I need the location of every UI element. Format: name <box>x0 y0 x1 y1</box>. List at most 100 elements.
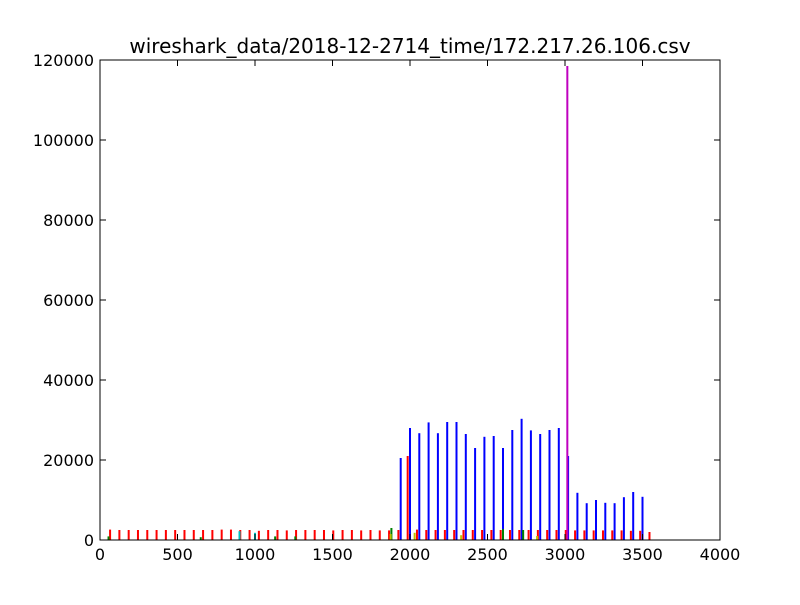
bar-s0-7 <box>174 530 177 540</box>
bar-s0-26 <box>350 530 353 540</box>
bar-s1-25 <box>632 492 635 540</box>
bar-s5-2 <box>460 535 463 540</box>
bar-s3-0 <box>238 531 241 540</box>
bar-s0-49 <box>564 530 567 540</box>
bar-s0-58 <box>648 532 651 540</box>
y-tick-label-2: 40000 <box>43 371 94 390</box>
bar-s1-22 <box>604 502 607 540</box>
bar-s0-9 <box>192 530 195 540</box>
x-tick-label-0: 0 <box>95 545 105 564</box>
bar-s1-19 <box>576 492 579 540</box>
x-tick-label-2: 1000 <box>235 545 276 564</box>
bar-s0-16 <box>257 530 260 540</box>
bar-s0-8 <box>183 530 186 540</box>
x-tick-label-5: 2500 <box>467 545 508 564</box>
bar-s5-3 <box>536 536 539 540</box>
bar-s0-22 <box>313 530 316 540</box>
bar-s0-36 <box>443 530 446 540</box>
bar-s0-3 <box>136 530 139 540</box>
bar-s5-1 <box>413 532 416 540</box>
bar-s1-16 <box>548 430 551 540</box>
bar-s0-18 <box>276 530 279 540</box>
bar-s0-41 <box>490 530 493 540</box>
bar-s0-52 <box>592 530 595 540</box>
bar-s0-54 <box>611 530 614 540</box>
bar-s0-12 <box>220 529 223 540</box>
bar-s1-11 <box>502 448 504 540</box>
bar-s0-28 <box>369 530 372 540</box>
bar-s1-12 <box>511 430 514 540</box>
bar-s0-47 <box>546 530 549 540</box>
bar-s0-31 <box>397 530 400 540</box>
bar-s0-0 <box>109 529 112 540</box>
bars-layer <box>107 66 651 540</box>
bar-s0-55 <box>620 530 623 540</box>
x-tick-label-1: 500 <box>162 545 193 564</box>
y-tick-label-5: 100000 <box>33 131 94 150</box>
bar-s2-0 <box>566 66 569 540</box>
x-tick-label-8: 4000 <box>700 545 741 564</box>
y-tick-label-4: 80000 <box>43 211 94 230</box>
bar-s0-24 <box>332 530 335 540</box>
bar-s0-27 <box>360 530 363 540</box>
bar-s1-13 <box>520 418 523 540</box>
bar-s0-43 <box>508 530 511 540</box>
bar-s0-48 <box>555 530 558 540</box>
bar-s0-44 <box>518 530 521 540</box>
bar-s1-7 <box>464 434 467 540</box>
bar-s0-37 <box>453 530 456 540</box>
bar-s1-10 <box>492 436 495 540</box>
bar-s0-39 <box>471 530 474 540</box>
bar-s0-11 <box>211 530 214 540</box>
bar-s0-35 <box>434 530 437 540</box>
bar-s0-42 <box>499 530 502 540</box>
bar-s1-15 <box>539 434 542 540</box>
x-tick-label-4: 2000 <box>390 545 431 564</box>
bar-s5-0 <box>389 534 392 540</box>
bar-s1-21 <box>595 500 597 540</box>
bar-s1-8 <box>474 448 477 540</box>
bar-s0-15 <box>248 530 251 540</box>
bar-s0-10 <box>202 530 205 540</box>
bar-s0-13 <box>229 529 232 540</box>
bar-s4-2 <box>274 536 277 540</box>
bar-s0-1 <box>118 530 121 540</box>
plot-frame <box>99 59 721 541</box>
bar-s0-30 <box>388 530 391 540</box>
y-tick-label-6: 120000 <box>33 51 94 70</box>
x-tick-label-7: 3500 <box>622 545 663 564</box>
bar-s0-46 <box>536 530 539 540</box>
bar-s0-53 <box>601 530 604 540</box>
bar-s1-24 <box>622 497 625 540</box>
bar-s0-34 <box>425 530 428 540</box>
bar-s1-5 <box>446 422 449 540</box>
bar-s0-33 <box>415 529 418 540</box>
bar-s0-21 <box>304 530 307 540</box>
bar-s0-2 <box>127 530 130 540</box>
bar-s0-19 <box>285 530 288 540</box>
bar-s0-5 <box>155 530 158 540</box>
y-tick-label-1: 20000 <box>43 451 94 470</box>
bar-s1-20 <box>585 503 588 540</box>
bar-s1-6 <box>455 422 458 540</box>
x-tick-label-3: 1500 <box>312 545 353 564</box>
bar-s0-23 <box>322 530 325 540</box>
bar-s0-17 <box>267 530 270 540</box>
bar-s0-56 <box>629 530 632 540</box>
bar-s0-6 <box>164 530 167 540</box>
bar-s4-5 <box>502 529 504 540</box>
bar-s4-3 <box>294 536 297 540</box>
bar-s0-25 <box>341 530 344 540</box>
bar-s1-3 <box>427 422 430 540</box>
bar-s4-1 <box>199 537 202 540</box>
bar-s1-1 <box>409 428 411 540</box>
bar-s1-14 <box>529 430 532 540</box>
bar-s0-50 <box>574 530 577 540</box>
bar-s0-20 <box>295 530 298 540</box>
bar-s0-4 <box>146 530 149 540</box>
bar-s0-57 <box>639 530 642 540</box>
y-tick-label-3: 60000 <box>43 291 94 310</box>
bar-s1-0 <box>399 458 402 540</box>
